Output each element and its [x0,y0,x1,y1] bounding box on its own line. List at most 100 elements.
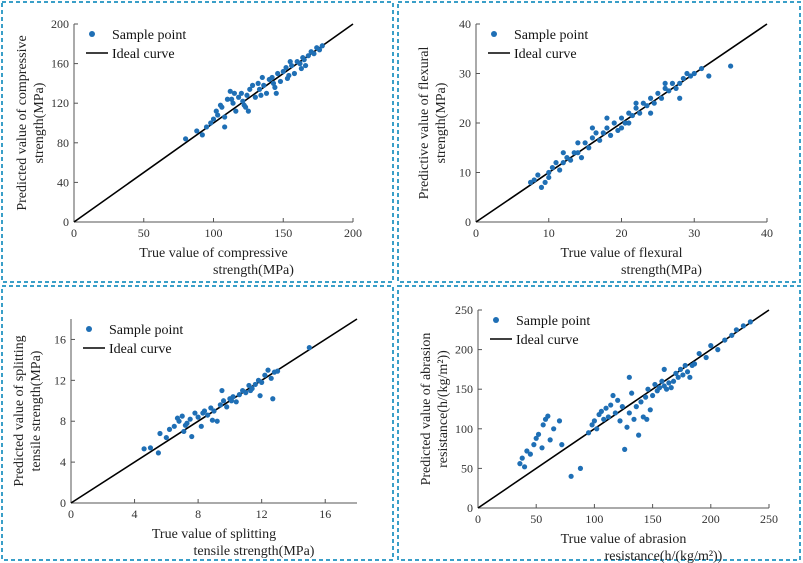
sample-point [591,418,598,424]
y-tick-label: 100 [455,422,473,436]
sample-point [319,43,325,49]
y-tick-label: 12 [54,373,66,387]
y-tick-label: 16 [54,332,66,346]
sample-point [236,392,243,398]
sample-point [252,381,258,388]
sample-point [549,164,555,171]
sample-point [669,80,676,86]
sample-point [619,404,625,410]
sample-point [533,435,539,441]
sample-point [298,65,304,72]
ideal-curve-line [475,23,768,223]
sample-point [643,394,649,400]
sample-point [640,100,646,106]
y-tick-label: 10 [459,166,471,180]
sample-point [611,120,617,126]
y-axis-label-line-2: strength(MPa) [32,82,47,163]
sample-point [305,53,311,59]
sample-point [666,88,672,94]
legend-label-ideal: Ideal curve [112,47,175,62]
sample-point [651,100,657,106]
sample-point [270,80,277,86]
sample-point [229,96,235,102]
sample-point [652,381,658,388]
legend-marker-sample [491,31,497,37]
sample-point [589,125,596,131]
x-tick-label: 250 [760,512,778,526]
y-axis-label-line-1: Predictive value of flexural [417,47,432,200]
y-axis-label-line-1: Predicted value of abrasion [419,333,434,486]
legend-label-ideal: Ideal curve [109,342,172,357]
sample-point [192,410,198,416]
x-axis-label-line-2: tensile strength(MPa) [194,544,315,559]
sample-point [247,86,253,92]
sample-point [181,428,187,435]
sample-point [189,433,195,440]
x-tick-label: 0 [68,507,74,521]
sample-point [163,434,169,441]
x-tick-label: 12 [256,507,268,521]
sample-point [618,125,625,131]
legend-marker-sample [493,317,499,323]
sample-point [684,70,690,77]
sample-point [594,426,600,432]
sample-point [589,135,596,141]
sample-point [222,114,228,120]
sample-point [661,366,667,372]
sample-point [682,362,688,369]
y-tick-label: 40 [57,175,69,189]
sample-point [527,179,534,185]
sample-point [236,94,242,100]
sample-point [607,132,614,138]
sample-point [662,80,668,86]
sample-point [551,426,557,432]
sample-point [545,413,551,419]
sample-point [673,370,679,376]
sample-point [219,387,225,394]
y-tick-label: 0 [63,215,69,229]
y-tick-label: 150 [455,382,473,396]
legend-label-sample: Sample point [514,28,588,43]
sample-point [696,350,702,357]
sample-point [199,132,205,138]
sample-point [228,398,235,404]
y-axis-label-line-1: Predicted value of compressive [15,35,30,210]
y-axis-label-line-1: Predicted value of splitting [12,335,27,486]
x-tick-label: 10 [543,226,555,240]
sample-point [647,407,653,413]
sample-point [615,397,621,403]
sample-point [691,70,697,77]
sample-point [272,84,278,90]
sample-point [203,124,210,130]
sample-point [622,446,628,452]
sample-point [636,432,642,438]
sample-point [568,473,574,479]
x-tick-label: 40 [761,226,773,240]
sample-point [644,416,650,422]
sample-point [612,410,618,416]
sample-point [556,418,563,424]
sample-point [656,385,663,391]
sample-point [593,130,599,136]
x-tick-label: 200 [702,512,720,526]
sample-point [195,414,201,420]
sample-point [600,130,606,136]
sample-point [535,431,542,437]
sample-point [311,51,317,57]
sample-point [722,337,728,343]
y-tick-label: 160 [51,57,69,71]
legend-label-ideal: Ideal curve [516,333,579,348]
sample-point [608,402,614,408]
x-axis-label-line-2: resistance(h/(kg/m²)) [605,549,723,563]
panel-border [397,1,801,283]
sample-point [198,423,204,429]
sample-point [655,90,661,96]
chart-panel-2: 0 10 20 30 40 0 10 20 30 40 Sample point Ideal curv… [397,1,801,283]
sample-point [244,92,250,98]
sample-point [256,86,263,92]
sample-point [715,347,721,353]
chart-panel-4: 0 50 100 150 200 250 0 50 100 150 200 250 Sample poi… [397,285,801,563]
sample-point [680,372,686,378]
legend-marker-sample [86,326,92,332]
